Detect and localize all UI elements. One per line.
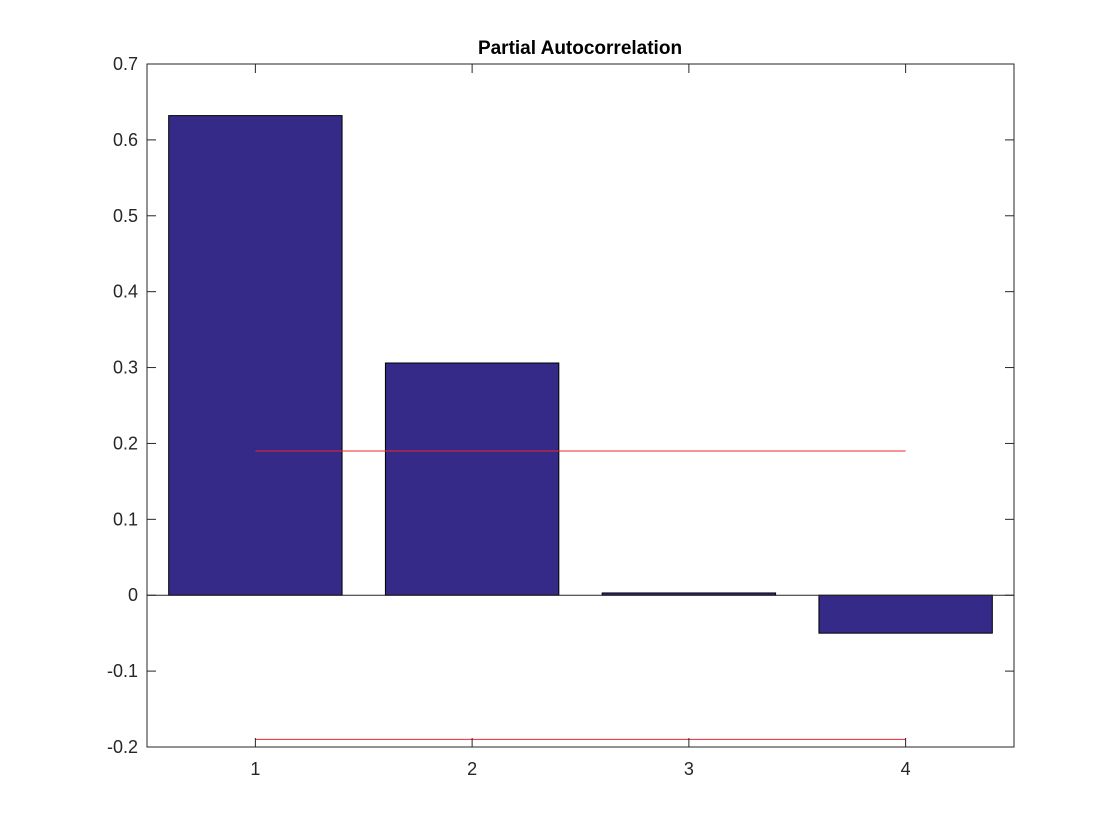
- y-tick-label: 0: [128, 585, 138, 605]
- y-tick-label: 0.1: [113, 509, 138, 529]
- y-tick-label: 0.5: [113, 206, 138, 226]
- x-tick-label: 3: [684, 759, 694, 779]
- bar-lag-2: [384, 362, 560, 596]
- x-tick-label: 1: [250, 759, 260, 779]
- y-tick-label: -0.1: [107, 661, 138, 681]
- bar-lag-1: [168, 115, 343, 596]
- y-tick-label: -0.2: [107, 737, 138, 757]
- plot-area: -0.2 -0.1 0 0.1 0.2 0.3 0.4 0.5 0.6 0.7 1 2 3 4: [107, 54, 1015, 779]
- y-tick-label: 0.3: [113, 358, 138, 378]
- y-tick-label: 0.7: [113, 54, 138, 74]
- x-tick-label: 4: [901, 759, 911, 779]
- x-tick-label: 2: [467, 759, 477, 779]
- axes-box: [146, 63, 1015, 748]
- y-tick-label: 0.6: [113, 130, 138, 150]
- chart-title: Partial Autocorrelation: [478, 38, 682, 59]
- y-tick-label: 0.4: [113, 282, 138, 302]
- y-tick-label: 0.2: [113, 433, 138, 453]
- bar-lag-4: [818, 594, 993, 634]
